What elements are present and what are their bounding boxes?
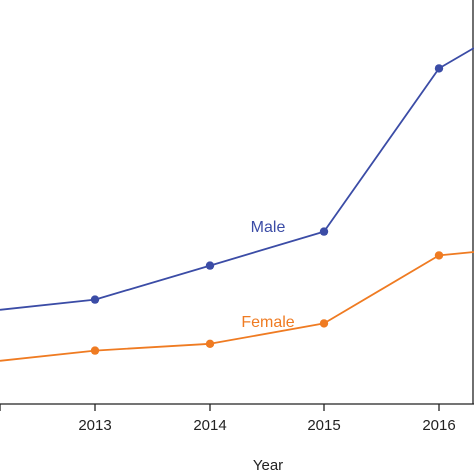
x-axis-ticks	[0, 404, 440, 411]
series-line-female	[0, 251, 474, 362]
data-point-male	[319, 227, 329, 236]
data-point-male	[205, 261, 215, 270]
plot-frame	[0, 0, 474, 405]
data-point-female	[90, 346, 100, 355]
x-axis-tick-labels: 2013 2014 2015 2016	[78, 417, 455, 434]
data-point-female	[434, 251, 444, 260]
data-point-female	[319, 319, 329, 328]
series-layer: Male Female	[0, 47, 474, 362]
series-line-male	[0, 47, 474, 311]
series-female: Female	[0, 251, 474, 362]
data-point-male	[434, 64, 444, 73]
series-label-male: Male	[251, 219, 286, 236]
series-label-female: Female	[241, 314, 294, 331]
x-axis-title: Year	[253, 457, 283, 474]
series-male: Male	[0, 47, 474, 311]
x-tick-label: 2013	[78, 417, 111, 434]
data-point-female	[205, 339, 215, 348]
x-tick-label: 2016	[422, 417, 455, 434]
x-tick-label: 2014	[193, 417, 226, 434]
x-tick-label: 2015	[307, 417, 340, 434]
data-point-male	[90, 295, 100, 304]
